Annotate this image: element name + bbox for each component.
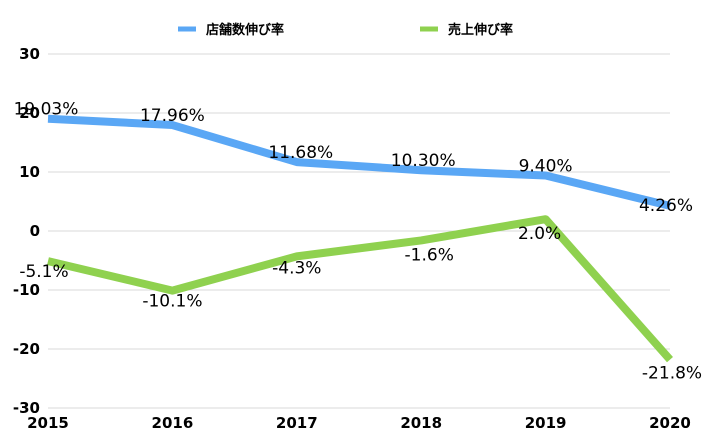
data-label: 19.03% (14, 100, 79, 120)
data-label: -10.1% (142, 292, 202, 312)
x-tick-label: 2020 (649, 414, 691, 432)
grid-layer (48, 53, 670, 409)
y-tick-label: 0 (30, 222, 40, 240)
y-tick-label: -10 (13, 281, 40, 299)
legend-label: 売上伸び率 (448, 22, 513, 38)
data-label: -5.1% (19, 262, 68, 282)
y-tick-label: 10 (19, 163, 40, 181)
series-layer (47, 114, 673, 363)
y-tick-label: 30 (19, 45, 40, 63)
data-label: 11.68% (268, 143, 333, 163)
data-label: 2.0% (518, 224, 561, 244)
data-label: -21.8% (642, 364, 702, 384)
x-tick-label: 2019 (525, 414, 567, 432)
x-tick-label: 2016 (152, 414, 194, 432)
data-label: 10.30% (391, 151, 456, 171)
x-tick-label: 2018 (400, 414, 442, 432)
y-tick-label: 20 (19, 104, 40, 122)
data-label: 9.40% (519, 157, 573, 177)
legend-item: 売上伸び率 (420, 22, 513, 38)
data-label-layer: 19.03% 17.96%11.68% 10.30% 9.40%4.26%-5.1%-… (14, 100, 702, 384)
data-label: -1.6% (405, 245, 454, 265)
x-tick-label: 2017 (276, 414, 318, 432)
x-tick-label: 2015 (27, 414, 69, 432)
data-label: 17.96% (140, 106, 205, 126)
legend: 店舗数伸び率 売上伸び率 (178, 22, 513, 38)
series-line (47, 215, 673, 363)
series-line (47, 114, 671, 210)
data-label: -4.3% (272, 258, 321, 278)
data-label: 4.26% (639, 196, 693, 216)
legend-label: 店舗数伸び率 (206, 22, 284, 38)
legend-item: 店舗数伸び率 (178, 22, 284, 38)
y-tick-label: -20 (13, 340, 40, 358)
y-tick-label: -30 (13, 399, 40, 417)
